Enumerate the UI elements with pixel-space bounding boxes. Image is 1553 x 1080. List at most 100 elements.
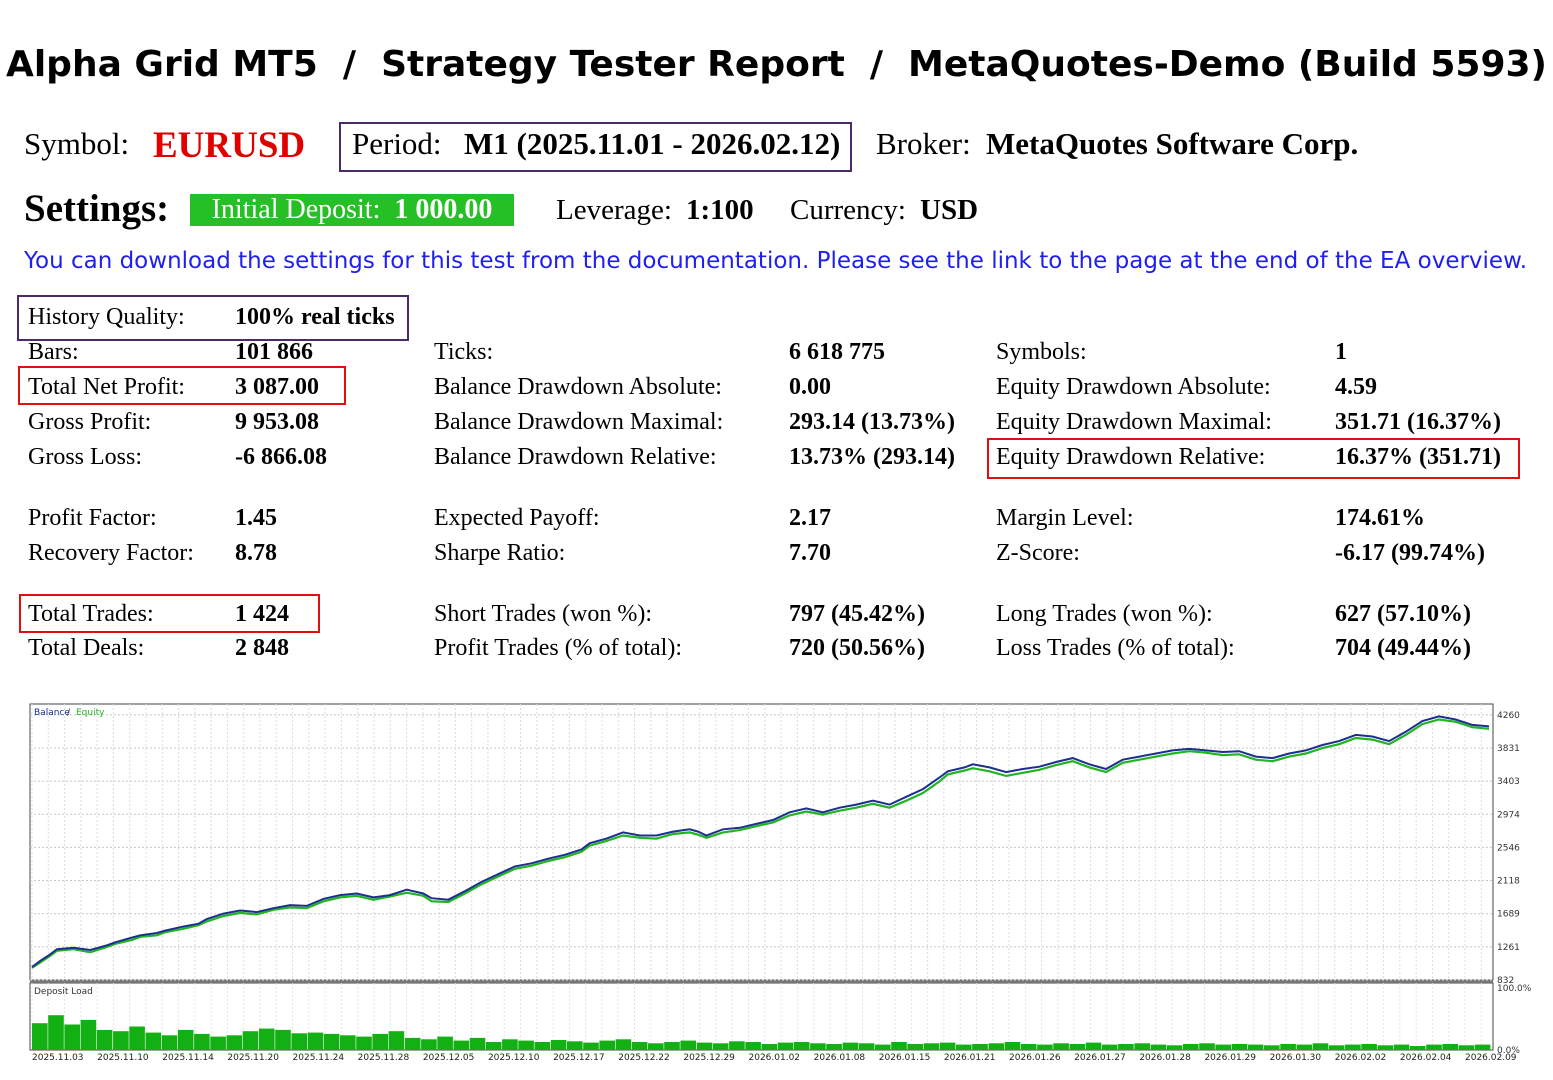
deposit-load-bar — [210, 1036, 226, 1050]
x-tick-label: 2025.11.24 — [293, 1053, 345, 1063]
deposit-load-bar — [729, 1041, 745, 1050]
deposit-load-bar — [275, 1029, 291, 1050]
deposit-load-bar — [1280, 1044, 1296, 1050]
deposit-load-bar — [956, 1044, 972, 1050]
deposit-load-bar — [923, 1043, 940, 1050]
deposit-load-bar — [1020, 1044, 1037, 1050]
deposit-load-bar — [745, 1042, 761, 1050]
balance-panel — [29, 703, 1494, 981]
deposit-load-bar — [1085, 1042, 1102, 1050]
deposit-load-bar — [1296, 1044, 1313, 1050]
long-trades-label: Long Trades (won %): — [996, 601, 1213, 627]
loss-trades-label: Loss Trades (% of total): — [996, 635, 1235, 661]
deposit-load-bar — [988, 1043, 1005, 1050]
deposit-load-bar — [145, 1032, 162, 1050]
x-tick-label: 2025.11.20 — [227, 1053, 279, 1063]
margin-level-label: Margin Level: — [996, 505, 1134, 531]
deposit-load-bar — [631, 1042, 648, 1050]
y-tick-label: 3403 — [1497, 777, 1520, 787]
legend-equity: Equity — [76, 708, 105, 718]
deposit-load-bar — [1150, 1044, 1167, 1050]
report-title: Alpha Grid MT5 / Strategy Tester Report … — [5, 44, 1547, 85]
deposit-load-bar — [696, 1042, 713, 1050]
initial-deposit-badge: Initial Deposit: 1 000.00 — [190, 194, 514, 226]
equity-dd-absolute-value: 4.59 — [1335, 374, 1377, 400]
x-tick-label: 2025.12.10 — [488, 1053, 540, 1063]
deposit-load-bar — [761, 1044, 778, 1050]
y-tick-label: 1261 — [1497, 943, 1520, 953]
deposit-load-bar — [177, 1029, 194, 1050]
deposit-load-bar — [1215, 1044, 1231, 1050]
deposit-load-bar — [1377, 1045, 1394, 1050]
deposit-load-bar — [194, 1033, 210, 1050]
total-net-profit-label: Total Net Profit: — [28, 374, 185, 400]
deposit-load-bar — [777, 1042, 794, 1050]
deposit-load-bar — [502, 1039, 518, 1050]
y-tick-label: 1689 — [1497, 910, 1520, 920]
net-profit-box — [18, 366, 346, 405]
deposit-load-bar — [1037, 1044, 1053, 1050]
deposit-load-bar — [307, 1032, 324, 1050]
balance-dd-absolute-value: 0.00 — [789, 374, 831, 400]
balance-dd-absolute-label: Balance Drawdown Absolute: — [434, 374, 722, 400]
short-trades-value: 797 (45.42%) — [789, 601, 925, 627]
equity-dd-absolute-label: Equity Drawdown Absolute: — [996, 374, 1271, 400]
deposit-load-bar — [567, 1041, 583, 1050]
x-tick-label: 2026.01.29 — [1204, 1053, 1256, 1063]
x-tick-label: 2026.01.02 — [749, 1053, 801, 1063]
equity-dd-relative-label: Equity Drawdown Relative: — [996, 444, 1266, 470]
total-net-profit-value: 3 087.00 — [235, 374, 319, 400]
expected-payoff-label: Expected Payoff: — [434, 505, 600, 531]
ticks-value: 6 618 775 — [789, 339, 885, 365]
x-tick-label: 2026.01.15 — [879, 1053, 931, 1063]
x-tick-label: 2026.02.09 — [1465, 1053, 1517, 1063]
balance-dd-relative-value: 13.73% (293.14) — [789, 444, 955, 470]
deposit-load-bar — [356, 1036, 372, 1050]
history-quality-label: History Quality: — [28, 304, 185, 330]
x-tick-label: 2026.01.21 — [944, 1053, 996, 1063]
currency-label: Currency: — [790, 194, 906, 226]
sharpe-ratio-value: 7.70 — [789, 540, 831, 566]
deposit-load-bar — [793, 1042, 810, 1050]
deposit-load-bar — [291, 1033, 307, 1051]
deposit-load-bar — [129, 1026, 145, 1050]
sharpe-ratio-label: Sharpe Ratio: — [434, 540, 566, 566]
balance-line — [31, 715, 1490, 968]
deposit-load-bar — [242, 1031, 259, 1050]
deposit-load-bar — [113, 1031, 129, 1050]
equity-line — [31, 718, 1490, 969]
deposit-load-bar — [534, 1042, 551, 1050]
profit-factor-label: Profit Factor: — [28, 505, 157, 531]
deposit-load-bar — [226, 1035, 243, 1050]
deposit-load-bar — [64, 1024, 80, 1050]
broker-value: MetaQuotes Software Corp. — [986, 126, 1359, 161]
deposit-load-bar — [1442, 1044, 1458, 1050]
x-tick-label: 2026.02.02 — [1335, 1053, 1387, 1063]
currency-value: USD — [920, 194, 979, 226]
equity-dd-relative-box — [987, 438, 1520, 479]
deposit-load-bar — [1426, 1044, 1442, 1050]
deposit-load-bar — [388, 1031, 405, 1050]
recovery-factor-value: 8.78 — [235, 540, 277, 566]
deposit-load-bar — [1118, 1044, 1134, 1050]
balance-dd-maximal-label: Balance Drawdown Maximal: — [434, 409, 724, 435]
deposit-load-bar — [1393, 1044, 1410, 1050]
leverage-value: 1:100 — [686, 194, 754, 226]
deposit-load-bar — [826, 1044, 842, 1050]
y-tick-label: 4260 — [1497, 711, 1520, 721]
deposit-load-bar — [907, 1044, 923, 1050]
bars-value: 101 866 — [235, 339, 313, 365]
legend-separator: / — [67, 708, 71, 718]
deposit-load-bar — [1166, 1045, 1183, 1050]
y-tick-label: 2546 — [1497, 843, 1520, 853]
x-tick-label: 2026.01.28 — [1139, 1053, 1191, 1063]
deposit-load-bar — [842, 1042, 859, 1050]
deposit-load-title: Deposit Load — [34, 987, 93, 997]
z-score-value: -6.17 (99.74%) — [1335, 540, 1485, 566]
load-y-tick-label: 0.0% — [1497, 1046, 1520, 1056]
deposit-load-bar — [1231, 1044, 1248, 1050]
history-quality-box — [17, 295, 409, 341]
gross-loss-value: -6 866.08 — [235, 444, 327, 470]
symbols-label: Symbols: — [996, 339, 1087, 365]
